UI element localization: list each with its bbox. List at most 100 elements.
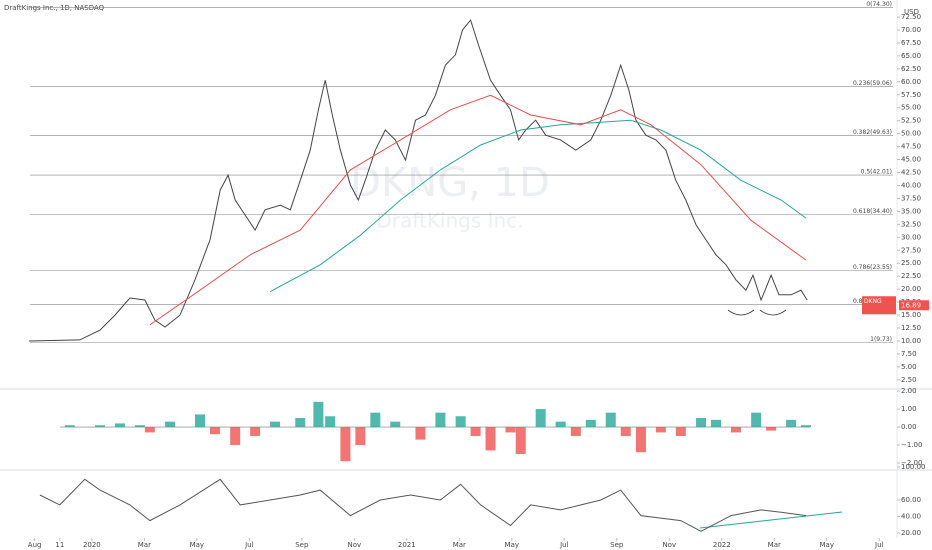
histogram-bar	[605, 412, 616, 428]
histogram-bar	[470, 427, 481, 437]
histogram-bar	[555, 421, 566, 428]
histogram-bar	[751, 412, 762, 428]
watermark: DKNG, 1D	[350, 160, 550, 206]
y-tick-label: 20.00	[901, 285, 921, 293]
histogram-bar	[134, 425, 145, 428]
watermark-subtitle: DraftKings Inc.	[376, 209, 523, 233]
y-tick-label: 60.00	[901, 496, 921, 504]
histogram-bar	[270, 421, 281, 428]
y-tick-label: 2.50	[901, 376, 917, 384]
y-tick-label: 67.50	[901, 39, 921, 47]
y-tick-label: 45.00	[901, 156, 921, 164]
histogram-bar	[194, 414, 205, 428]
y-tick-label: 100.00	[901, 463, 926, 471]
x-tick-label: Jul	[244, 541, 254, 549]
histogram-bar	[766, 427, 777, 431]
x-tick-label: Sep	[295, 541, 309, 549]
line-series	[39, 478, 807, 532]
last-price-ticker: DKNG	[864, 298, 882, 305]
y-tick-label: −1.00	[901, 441, 922, 449]
line-series	[28, 19, 808, 342]
x-tick-label: Jul	[874, 541, 884, 549]
x-tick-label: Mar	[453, 541, 466, 549]
last-price-label: 16.89	[901, 301, 921, 309]
y-tick-label: 62.50	[901, 65, 921, 73]
histogram-bar	[370, 412, 381, 428]
histogram-bar	[535, 409, 546, 428]
y-tick-label: 52.50	[901, 117, 921, 125]
x-tick-label: May	[190, 541, 204, 549]
x-tick-label: 2021	[398, 541, 416, 549]
line-series	[269, 119, 807, 293]
y-tick-label: 35.00	[901, 207, 921, 215]
fib-label: 0.5(42.01)	[861, 169, 892, 176]
y-tick-label: 37.50	[901, 194, 921, 202]
y-tick-label: 70.00	[901, 26, 921, 34]
histogram-bar	[570, 427, 581, 437]
y-tick-label: 42.50	[901, 169, 921, 177]
histogram-bar	[655, 427, 666, 433]
x-tick-label: 2020	[83, 541, 101, 549]
histogram-bar	[786, 419, 797, 428]
x-tick-label: May	[820, 541, 834, 549]
fib-label: 0.618(34.40)	[853, 208, 892, 215]
trend-line	[699, 511, 843, 529]
histogram-bar	[415, 427, 426, 440]
histogram-bar	[505, 427, 516, 433]
y-tick-label: 5.00	[901, 363, 917, 371]
fib-label: 0.382(49.63)	[853, 129, 892, 136]
histogram-bar	[711, 419, 721, 428]
y-tick-label: 57.50	[901, 91, 921, 99]
histogram-bar	[64, 425, 75, 428]
histogram-bar	[455, 416, 466, 428]
x-tick-label: Jul	[559, 541, 569, 549]
histogram-bar	[313, 401, 324, 428]
histogram-bar	[114, 423, 125, 428]
y-tick-label: 32.50	[901, 220, 921, 228]
y-tick-label: 0.00	[901, 423, 917, 431]
histogram-bar	[620, 427, 631, 437]
price-tag	[899, 300, 929, 311]
x-tick-label: 2022	[713, 541, 731, 549]
histogram-bar	[390, 421, 401, 428]
histogram-bar	[230, 427, 241, 446]
y-tick-label: 55.00	[901, 104, 921, 112]
histogram-bar	[435, 412, 446, 428]
y-tick-label: 20.00	[901, 529, 921, 537]
x-tick-label: 11	[55, 541, 64, 549]
histogram-bar	[250, 427, 261, 437]
unit: USD	[904, 8, 919, 16]
y-tick-label: 27.50	[901, 246, 921, 254]
y-tick-label: 25.00	[901, 259, 921, 267]
histogram-bar	[165, 421, 176, 428]
x-tick-label: May	[505, 541, 519, 549]
y-tick-label: 1.00	[901, 405, 917, 413]
histogram-bar	[94, 425, 105, 428]
y-tick-label: 65.00	[901, 52, 921, 60]
y-tick-label: 2.00	[901, 387, 917, 395]
fib-label: 0(74.30)	[866, 1, 892, 8]
last-price-tag	[862, 296, 896, 315]
histogram-bar	[295, 418, 306, 428]
histogram-bar	[340, 427, 351, 462]
histogram-bar	[585, 419, 596, 428]
x-tick-label: Sep	[610, 541, 624, 549]
y-tick-label: 15.00	[901, 311, 921, 319]
histogram-bar	[696, 418, 707, 428]
histogram-bar	[209, 427, 220, 435]
pattern-arc	[727, 309, 787, 316]
y-tick-label: 30.00	[901, 233, 921, 241]
y-tick-label: 60.00	[901, 78, 921, 86]
histogram-bar	[801, 425, 812, 428]
histogram-bar	[144, 427, 155, 433]
fib-label: 1(9.73)	[870, 336, 892, 343]
x-tick-label: Nov	[347, 541, 361, 549]
y-tick-label: 72.50	[901, 13, 921, 21]
histogram-bar	[485, 427, 496, 451]
fib-label: 0.236(59.06)	[853, 80, 892, 87]
y-tick-label: 22.50	[901, 272, 921, 280]
y-tick-label: 10.00	[901, 337, 921, 345]
fib-label: 0.786(23.55)	[853, 264, 892, 271]
histogram-bar	[325, 416, 336, 428]
